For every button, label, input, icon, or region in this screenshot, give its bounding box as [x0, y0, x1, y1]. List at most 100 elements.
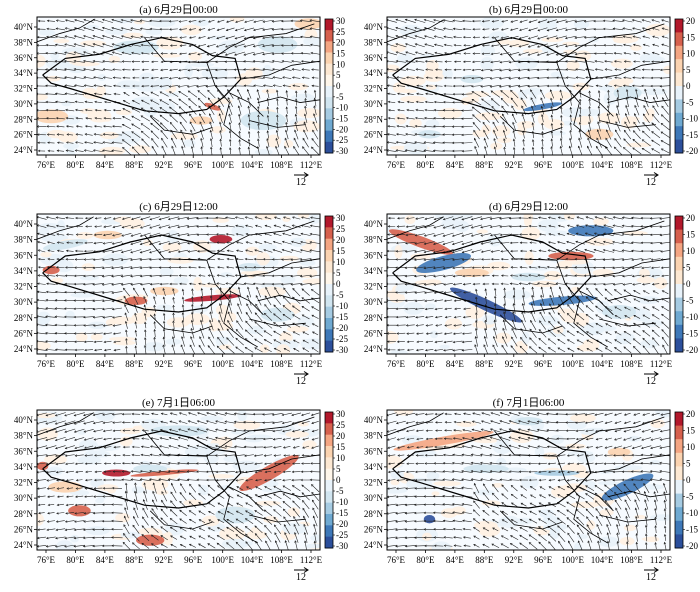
lon-label: 92°E: [505, 160, 524, 170]
field-patch: [248, 326, 266, 334]
field-patch: [438, 108, 462, 119]
colorbar-label: 20: [686, 16, 696, 26]
field-patch: [404, 142, 428, 154]
colorbar-swatch: [675, 230, 683, 244]
lon-label: 84°E: [446, 359, 465, 369]
field-patch: [445, 209, 473, 220]
field-patch: [50, 52, 59, 60]
field-patch: [219, 344, 232, 349]
lon-label: 80°E: [416, 359, 435, 369]
lat-label: 40°N: [364, 22, 384, 32]
colorbar-label: -15: [686, 130, 698, 140]
panel-title: (c) 6月29日12:00: [139, 201, 218, 213]
lat-label: 24°N: [364, 145, 384, 155]
lat-label: 24°N: [14, 145, 34, 155]
field-patch: [480, 100, 500, 112]
colorbar-label: -10: [686, 114, 698, 124]
field-patch: [123, 33, 143, 39]
colorbar-swatch: [675, 311, 683, 325]
lon-label: 76°E: [387, 359, 406, 369]
lon-label: 100°E: [211, 160, 234, 170]
lat-label: 40°N: [364, 219, 384, 229]
lon-label: 108°E: [270, 359, 293, 369]
colorbar-label: -10: [336, 103, 348, 113]
field-patch: [222, 539, 249, 549]
lat-label: 32°N: [14, 84, 34, 94]
field-patch: [522, 332, 530, 344]
field-patch: [425, 68, 443, 76]
colorbar-swatch: [325, 341, 333, 353]
field-patch: [515, 57, 538, 69]
lon-label: 84°E: [96, 160, 115, 170]
field-patch: [258, 287, 286, 297]
field-patch: [598, 86, 612, 90]
colorbar-label: -20: [686, 345, 698, 355]
colorbar-swatch: [325, 295, 333, 307]
lon-label: 108°E: [620, 160, 643, 170]
colorbar-label: 15: [336, 246, 346, 256]
field-patch: [102, 117, 112, 122]
colorbar-label: -15: [686, 329, 698, 339]
anomaly-patch: [512, 273, 546, 281]
field-patch: [232, 461, 260, 471]
field-patch: [302, 440, 316, 449]
field-patch: [445, 318, 462, 329]
lat-label: 40°N: [14, 22, 34, 32]
colorbar-swatch: [325, 97, 333, 109]
colorbar-label: 5: [686, 65, 691, 75]
colorbar-swatch: [675, 298, 683, 312]
lat-label: 32°N: [14, 282, 34, 292]
lon-label: 96°E: [184, 160, 203, 170]
lon-label: 112°E: [300, 160, 323, 170]
colorbar-label: -10: [336, 301, 348, 311]
colorbar-label: 10: [686, 49, 696, 59]
field-patch: [562, 42, 579, 46]
field-patch: [525, 251, 534, 265]
colorbar-label: 15: [686, 32, 696, 42]
colorbar-swatch: [325, 216, 333, 228]
colorbar-label: 20: [686, 213, 696, 223]
colorbar-label: 25: [336, 224, 346, 234]
field-patch: [616, 332, 635, 342]
lon-label: 100°E: [211, 359, 234, 369]
colorbar-label: -30: [336, 345, 348, 355]
colorbar-label: 0: [686, 279, 691, 289]
lat-label: 30°N: [364, 297, 384, 307]
lat-label: 36°N: [14, 250, 34, 260]
anomaly-patch: [210, 235, 233, 243]
field-patch: [415, 280, 442, 286]
lon-label: 100°E: [561, 359, 584, 369]
anomaly-patch: [295, 18, 323, 29]
colorbar-swatch: [325, 227, 333, 239]
colorbar-label: 15: [336, 49, 346, 59]
lon-label: 96°E: [184, 359, 203, 369]
lat-label: 24°N: [14, 344, 34, 354]
field-patch: [66, 146, 75, 160]
colorbar-label: 5: [686, 263, 691, 273]
lon-label: 108°E: [620, 359, 643, 369]
colorbar-swatch: [325, 75, 333, 87]
lon-label: 104°E: [591, 160, 614, 170]
colorbar-swatch: [675, 99, 683, 113]
field-patch: [619, 78, 633, 84]
field-patch: [91, 334, 103, 341]
lat-label: 26°N: [14, 130, 34, 140]
field-patch: [245, 247, 259, 256]
field-patch: [575, 50, 591, 61]
colorbar-label: -5: [686, 296, 694, 306]
field-patch: [262, 89, 278, 94]
field-patch: [538, 219, 559, 231]
field-patch: [167, 317, 190, 327]
field-patch: [255, 212, 276, 220]
field-patch: [181, 25, 202, 36]
colorbar-swatch: [675, 126, 683, 140]
colorbar-swatch: [325, 250, 333, 262]
field-patch: [97, 494, 106, 501]
colorbar-label: 0: [336, 81, 341, 91]
field-patch: [654, 277, 667, 289]
field-patch: [639, 269, 650, 278]
lat-label: 28°N: [14, 114, 34, 124]
anomaly-patch: [34, 109, 68, 123]
